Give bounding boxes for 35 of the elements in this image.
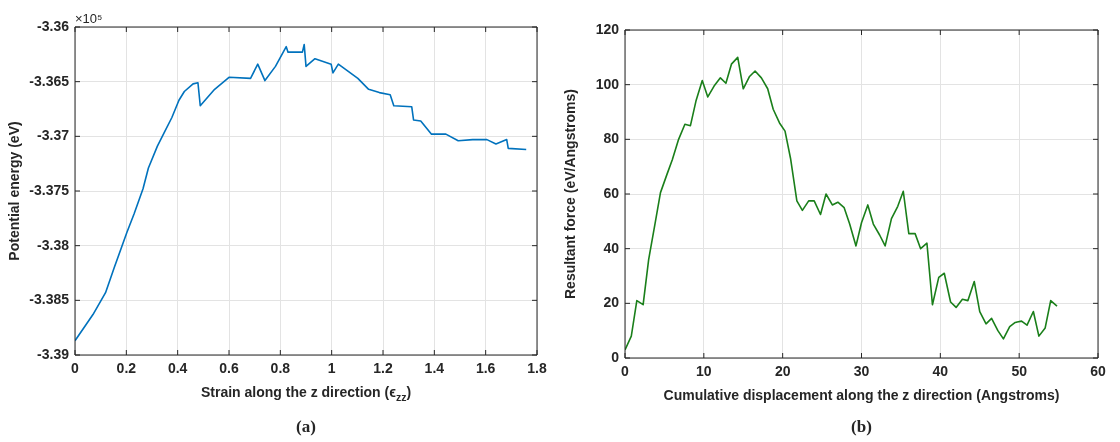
text: (a) [296,417,316,437]
x-tick-label: 30 [853,363,870,380]
x-tick-label: 40 [932,363,949,380]
x-tick-label: 1.8 [527,360,547,377]
y-tick-label: 20 [603,294,620,311]
text: (b) [851,417,872,437]
y-tick-label: 120 [595,20,620,37]
y-tick-label: 0 [611,348,620,365]
x-tick-label: 0.8 [270,360,291,377]
y-tick-label: -3.36 [37,17,70,34]
y-tick-label: -3.39 [37,345,70,362]
x-tick-label: 0.6 [219,360,239,377]
y-tick-label: -3.38 [37,236,70,253]
x-tick-label: 10 [696,363,712,380]
y-tick-label: -3.37 [37,127,70,144]
x-tick-label: 0.4 [167,360,188,377]
y-tick-label: -3.375 [29,181,70,198]
x-tick-label: 50 [1011,363,1028,380]
y-axis-title: Resultant force (eV/Angstroms) [561,88,578,300]
y-tick-label: -3.385 [29,291,70,308]
y-tick-label: 80 [603,130,620,147]
text: ×10⁵ [75,11,103,27]
x-tick-label: 1.2 [373,360,393,377]
y-tick-label: 60 [603,184,620,201]
x-tick-label: 20 [774,363,791,380]
x-axis-title: Cumulative displacement along the z direction (Angstroms) [663,386,1060,403]
x-tick-label: 60 [1090,363,1106,380]
x-tick-label: 1 [327,360,336,377]
x-tick-label: 1.4 [424,360,445,377]
x-tick-label: 1.6 [475,360,496,377]
x-tick-label: 0.2 [116,360,137,377]
y-tick-label: -3.365 [29,72,70,89]
y-tick-label: 100 [595,75,620,92]
y-tick-label: 40 [603,239,620,256]
y-axis-title: Potential energy (eV) [5,121,22,261]
